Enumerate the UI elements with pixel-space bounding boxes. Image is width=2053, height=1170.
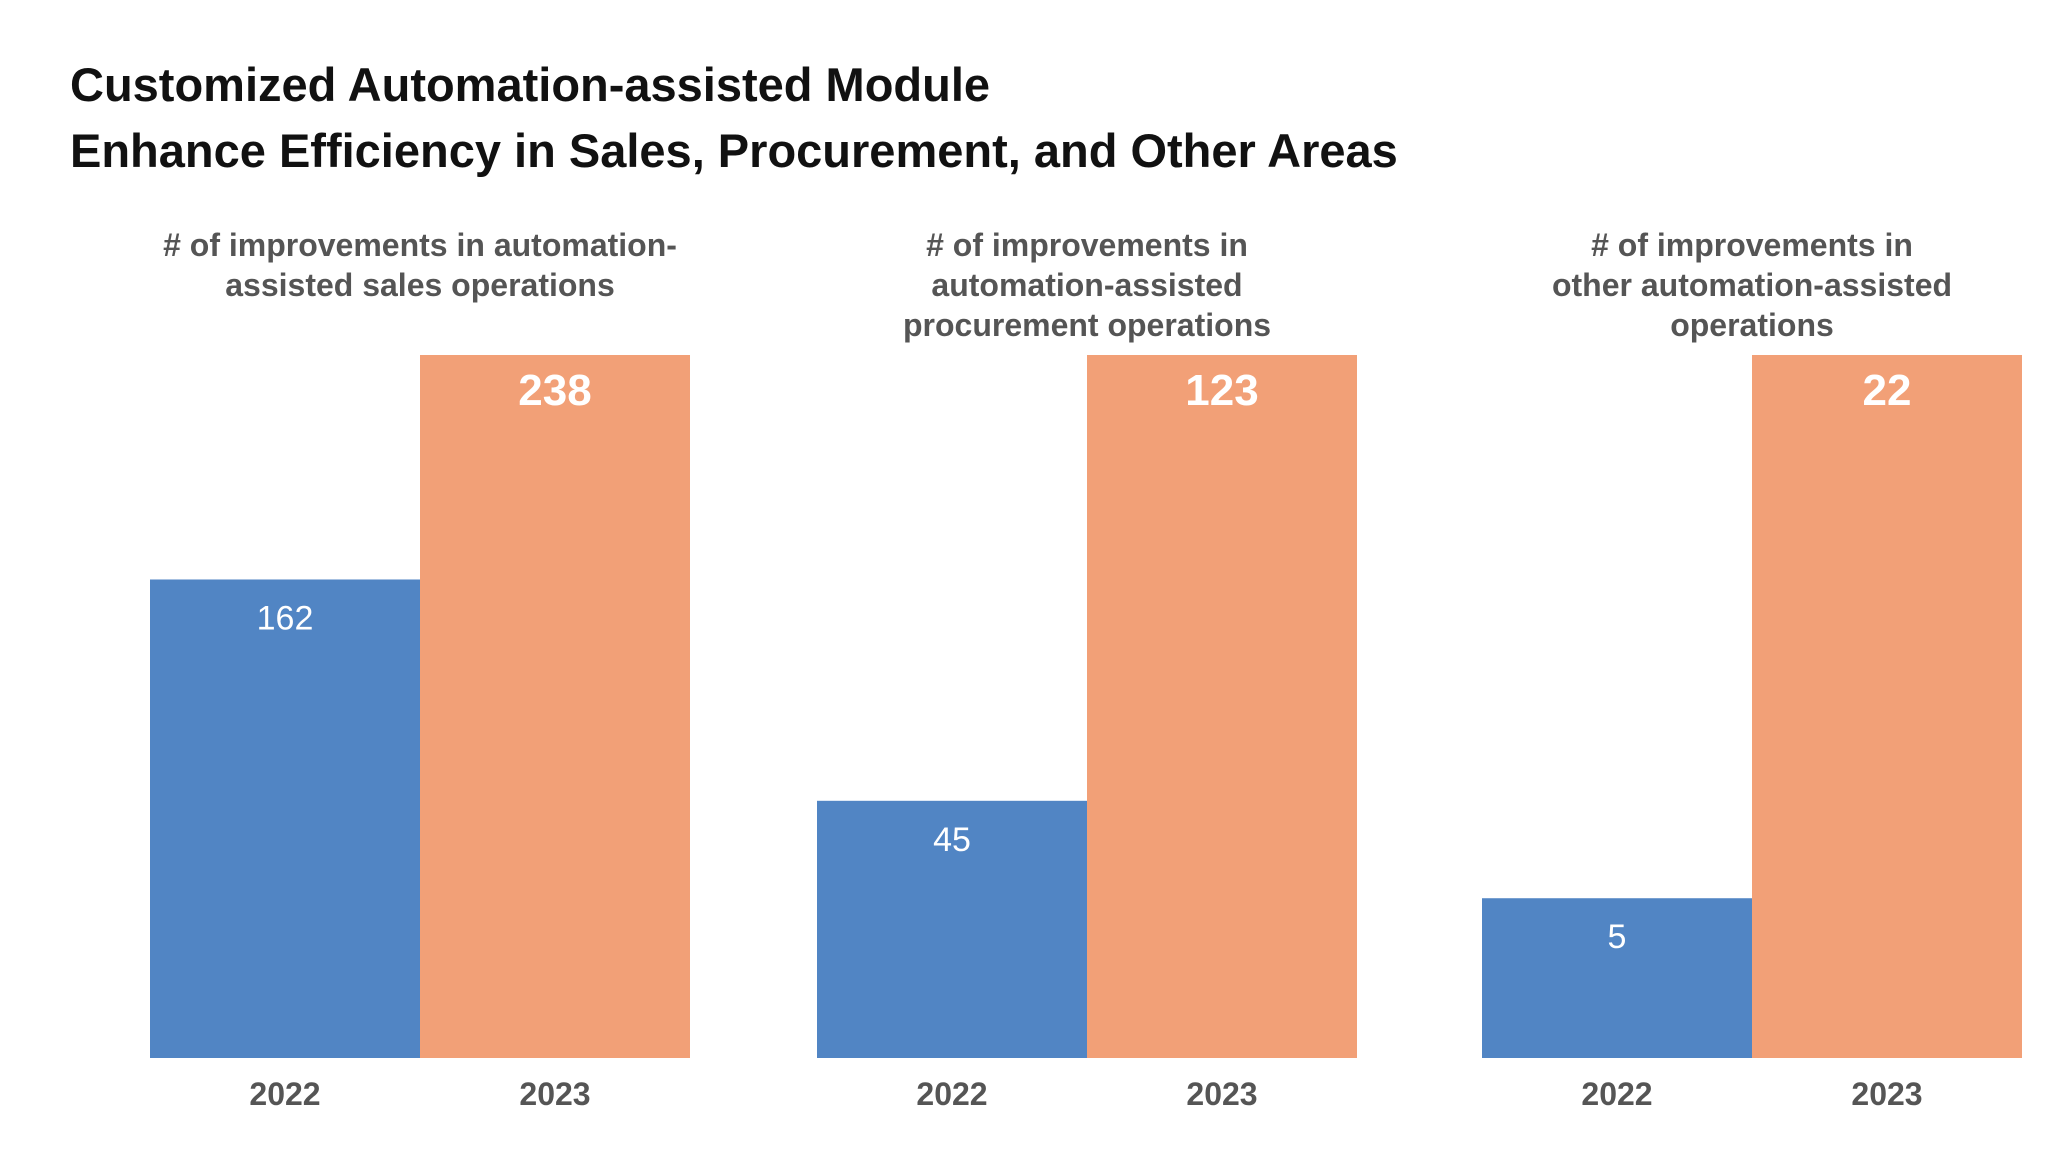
chart-panel-sales: # of improvements in automation-assisted… [150, 225, 690, 1125]
data-label-procurement-2023: 123 [1185, 366, 1258, 415]
tick-label-other-2022: 2022 [1581, 1076, 1652, 1112]
chart-plot-sales: 162 2022 238 2023 [150, 355, 690, 1112]
bar-procurement-2023 [1087, 355, 1357, 1058]
chart-title-line-procurement-3: procurement operations [902, 307, 1272, 343]
tick-label-procurement-2023: 2023 [1186, 1076, 1257, 1112]
chart-title-line-other-1: # of improvements in [1591, 227, 1913, 263]
data-label-sales-2023: 238 [518, 366, 591, 415]
data-label-other-2023: 22 [1863, 366, 1912, 415]
title-line-1: Customized Automation-assisted Module [70, 58, 991, 111]
chart-title-line-procurement-2: automation-assisted [931, 267, 1243, 303]
chart-title-procurement: # of improvements in automation-assisted p… [817, 225, 1357, 345]
bar-other-2022 [1482, 898, 1752, 1058]
data-label-sales-2022: 162 [257, 599, 314, 637]
bar-other-2023 [1752, 355, 2022, 1058]
tick-label-sales-2023: 2023 [519, 1076, 590, 1112]
tick-label-sales-2022: 2022 [249, 1076, 320, 1112]
chart-plot-procurement: 45 2022 123 2023 [817, 355, 1357, 1112]
chart-title-line-other-2: other automation-assisted [1551, 267, 1953, 303]
bar-sales-2023 [420, 355, 690, 1058]
chart-title-line-sales-2: assisted sales operations [225, 267, 615, 303]
data-label-procurement-2022: 45 [933, 821, 971, 859]
bar-sales-2022 [150, 579, 420, 1058]
bar-procurement-2022 [817, 800, 1087, 1058]
chart-panel-other: # of improvements in other automation-ass… [1482, 225, 2022, 1125]
chart-plot-other: 5 2022 22 2023 [1482, 355, 2022, 1112]
chart-title-other: # of improvements in other automation-ass… [1482, 225, 2022, 345]
page-title: Customized Automation-assisted Module En… [70, 52, 1398, 184]
data-label-other-2022: 5 [1608, 918, 1627, 956]
tick-label-procurement-2022: 2022 [916, 1076, 987, 1112]
chart-title-line-other-3: operations [1670, 307, 1834, 343]
chart-panel-procurement: # of improvements in automation-assisted p… [817, 225, 1357, 1125]
chart-title-sales: # of improvements in automation-assisted… [150, 225, 690, 305]
tick-label-other-2023: 2023 [1851, 1076, 1922, 1112]
title-line-2: Enhance Efficiency in Sales, Procurement… [70, 124, 1398, 177]
chart-title-line-procurement-1: # of improvements in [926, 227, 1248, 263]
chart-title-line-sales-1: # of improvements in automation- [163, 227, 677, 263]
